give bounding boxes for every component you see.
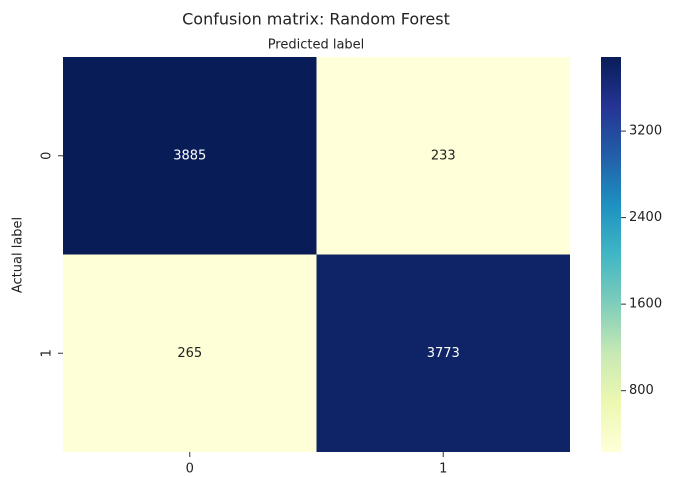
cell-label: 233 (431, 148, 456, 163)
y-tick-label: 0 (40, 152, 55, 160)
heatmap-cell (63, 57, 317, 255)
y-tick-label: 1 (40, 349, 55, 357)
cell-label: 3885 (173, 148, 206, 163)
colorbar-tick-label: 1600 (629, 297, 662, 312)
colorbar-tick-label: 2400 (629, 210, 662, 225)
cell-label: 3773 (427, 346, 460, 361)
x-tick-label: 1 (439, 462, 447, 477)
heatmap-cell (316, 57, 570, 255)
x-axis-label: Predicted label (268, 38, 365, 53)
colorbar-tick-label: 800 (629, 383, 654, 398)
heatmap-cell (63, 254, 317, 452)
x-tick-label: 0 (186, 462, 194, 477)
chart-title: Confusion matrix: Random Forest (182, 10, 450, 29)
cell-label: 265 (177, 346, 202, 361)
colorbar-tick-label: 3200 (629, 124, 662, 139)
heatmap-cell (316, 254, 570, 452)
y-axis-label: Actual label (11, 217, 26, 293)
colorbar (601, 57, 621, 452)
